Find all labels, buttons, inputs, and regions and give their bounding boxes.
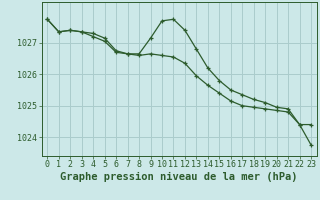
X-axis label: Graphe pression niveau de la mer (hPa): Graphe pression niveau de la mer (hPa) bbox=[60, 172, 298, 182]
